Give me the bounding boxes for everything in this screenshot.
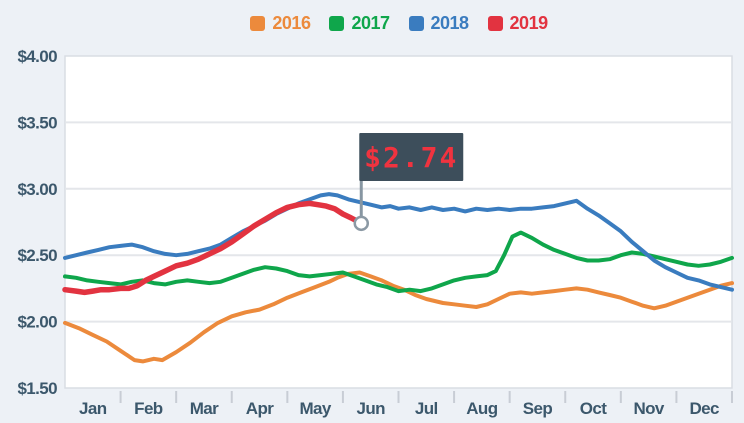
x-axis-month-label: Sep [523,399,553,418]
legend-item-2017[interactable]: 2017 [329,13,390,34]
current-price-marker[interactable] [353,215,370,232]
x-axis-month-label: Jun [356,399,385,418]
y-axis-tick-label: $3.00 [17,180,57,199]
legend-item-2018[interactable]: 2018 [408,13,470,34]
chart-legend: 2016 2017 2018 2019 [65,13,733,34]
legend-swatch-2016-icon [250,16,266,31]
x-axis-month-label: May [299,399,331,418]
y-axis-tick-label: $2.00 [17,313,57,332]
y-axis-tick-label: $2.50 [17,246,57,265]
legend-item-2019[interactable]: 2019 [487,13,549,34]
series-line-2017 [63,230,734,294]
series-line-2018 [63,192,734,292]
legend-label-2017: 2017 [351,13,390,33]
x-axis-month-label: Jul [415,399,438,418]
x-axis-month-label: Aug [466,399,497,418]
x-axis-month-label: Nov [633,399,664,418]
legend-label-2019: 2019 [509,13,549,33]
legend-label-2018: 2018 [430,13,470,33]
legend-label-2016: 2016 [272,13,311,33]
legend-swatch-2017-icon [329,16,345,31]
y-axis-tick-label: $4.00 [17,47,57,66]
series-line-2016 [63,270,734,364]
x-axis-month-label: Feb [134,399,163,418]
x-axis-month-label: Jan [79,399,107,418]
x-axis-month-label: Oct [580,399,607,418]
flag-price-value: $2.74 [364,141,458,174]
x-axis-month-label: Dec [690,399,720,418]
price-flag-tooltip [359,133,464,181]
legend-swatch-2019-icon [487,16,503,31]
legend-item-2016[interactable]: 2016 [250,13,311,34]
x-axis-month-label: Apr [246,399,274,418]
x-axis-month-label: Mar [190,399,219,418]
series-line-2019 [62,200,365,296]
legend-swatch-2018-icon [408,16,424,31]
y-axis-tick-label: $1.50 [17,379,57,398]
plot-area [64,55,733,389]
y-axis-tick-label: $3.50 [17,113,57,132]
